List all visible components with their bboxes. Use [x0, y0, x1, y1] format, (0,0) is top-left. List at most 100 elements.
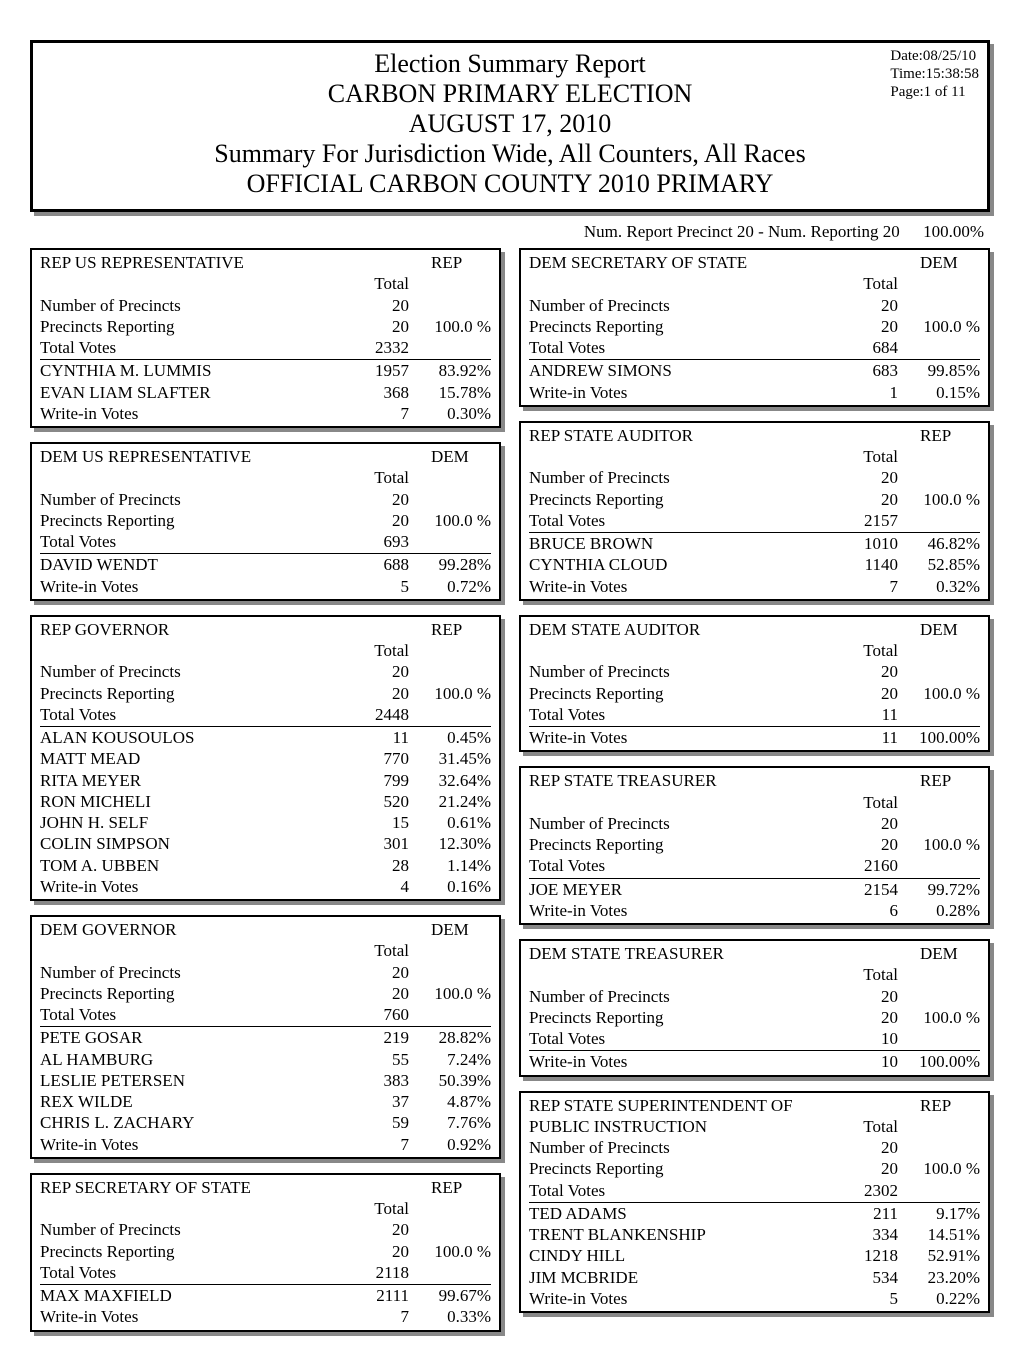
candidate-votes: 28: [339, 855, 409, 876]
candidate-pct: 7.24%: [409, 1049, 491, 1070]
candidate-name: CYNTHIA M. LUMMIS: [40, 360, 339, 381]
stat-label: Number of Precincts: [529, 661, 828, 682]
candidate-pct: 52.91%: [898, 1245, 980, 1266]
race-party: REP: [920, 425, 980, 446]
stat-value: 20: [828, 661, 898, 682]
stat-value: 20: [828, 1007, 898, 1028]
candidate-name: Write-in Votes: [529, 382, 828, 403]
stat-row: Total Votes11: [529, 704, 980, 725]
race-title: REP STATE SUPERINTENDENT OF: [529, 1095, 920, 1116]
stat-row: Number of Precincts20: [40, 1219, 491, 1240]
candidate-pct: 31.45%: [409, 748, 491, 769]
stat-label: Number of Precincts: [529, 1137, 828, 1158]
candidate-votes: 301: [339, 833, 409, 854]
stat-label: Total Votes: [529, 704, 828, 725]
candidate-name: JOHN H. SELF: [40, 812, 339, 833]
stat-value: 20: [828, 489, 898, 510]
title-5: OFFICIAL CARBON COUNTY 2010 PRIMARY: [33, 169, 987, 199]
candidate-votes: 7: [339, 1306, 409, 1327]
candidate-name: EVAN LIAM SLAFTER: [40, 382, 339, 403]
race-title: REP SECRETARY OF STATE: [40, 1177, 431, 1198]
header-meta: Date:08/25/10 Time:15:38:58 Page:1 of 11: [890, 47, 979, 101]
candidate-name: REX WILDE: [40, 1091, 339, 1112]
stat-value: 20: [339, 962, 409, 983]
candidate-row: Write-in Votes11100.00%: [529, 726, 980, 748]
candidate-row: LESLIE PETERSEN38350.39%: [40, 1070, 491, 1091]
candidate-row: TOM A. UBBEN281.14%: [40, 855, 491, 876]
candidate-name: RITA MEYER: [40, 770, 339, 791]
stat-value: 20: [339, 510, 409, 531]
candidate-name: Write-in Votes: [529, 576, 828, 597]
stat-row: Precincts Reporting20100.0 %: [529, 1007, 980, 1028]
candidate-row: MATT MEAD77031.45%: [40, 748, 491, 769]
stat-pct: [898, 813, 980, 834]
candidate-name: COLIN SIMPSON: [40, 833, 339, 854]
total-header: Total: [828, 964, 898, 985]
race-box: DEM SECRETARY OF STATEDEMTotalNumber of …: [519, 248, 990, 407]
candidate-name: Write-in Votes: [40, 403, 339, 424]
stat-value: 2332: [339, 337, 409, 358]
title-4: Summary For Jurisdiction Wide, All Count…: [33, 139, 987, 169]
stat-row: Total Votes2118: [40, 1262, 491, 1283]
stat-label: Number of Precincts: [529, 467, 828, 488]
stat-value: 20: [828, 295, 898, 316]
candidate-row: BRUCE BROWN101046.82%: [529, 532, 980, 554]
stat-label: Precincts Reporting: [529, 834, 828, 855]
candidate-votes: 770: [339, 748, 409, 769]
stat-row: Number of Precincts20: [529, 813, 980, 834]
candidate-name: CINDY HILL: [529, 1245, 828, 1266]
race-title: DEM US REPRESENTATIVE: [40, 446, 431, 467]
stat-pct: 100.0 %: [409, 316, 491, 337]
race-box: REP SECRETARY OF STATEREPTotalNumber of …: [30, 1173, 501, 1332]
candidate-votes: 10: [828, 1051, 898, 1072]
candidate-pct: 9.17%: [898, 1203, 980, 1224]
candidate-name: MAX MAXFIELD: [40, 1285, 339, 1306]
stat-label: Precincts Reporting: [529, 683, 828, 704]
stat-row: Total Votes760: [40, 1004, 491, 1025]
candidate-votes: 11: [828, 727, 898, 748]
candidate-name: DAVID WENDT: [40, 554, 339, 575]
candidate-votes: 1218: [828, 1245, 898, 1266]
candidate-row: Write-in Votes50.72%: [40, 576, 491, 597]
stat-pct: [409, 704, 491, 725]
stat-value: 20: [339, 489, 409, 510]
race-title-2: PUBLIC INSTRUCTION: [529, 1116, 828, 1137]
race-title: DEM GOVERNOR: [40, 919, 431, 940]
stat-value: 10: [828, 1028, 898, 1049]
candidate-row: Write-in Votes10100.00%: [529, 1050, 980, 1072]
stat-label: Number of Precincts: [40, 962, 339, 983]
stat-label: Precincts Reporting: [40, 1241, 339, 1262]
race-box: REP STATE AUDITORREPTotalNumber of Preci…: [519, 421, 990, 601]
stat-value: 2448: [339, 704, 409, 725]
stat-label: Total Votes: [40, 1262, 339, 1283]
stat-row: Total Votes684: [529, 337, 980, 358]
stat-pct: [409, 1262, 491, 1283]
candidate-pct: 0.33%: [409, 1306, 491, 1327]
candidate-votes: 1: [828, 382, 898, 403]
candidate-pct: 0.16%: [409, 876, 491, 897]
stat-value: 20: [339, 661, 409, 682]
race-box: DEM STATE TREASURERDEMTotalNumber of Pre…: [519, 939, 990, 1077]
stat-row: Total Votes2448: [40, 704, 491, 725]
stat-pct: 100.0 %: [898, 489, 980, 510]
candidate-name: PETE GOSAR: [40, 1027, 339, 1048]
stat-row: Number of Precincts20: [529, 295, 980, 316]
stat-value: 2118: [339, 1262, 409, 1283]
candidate-pct: 0.72%: [409, 576, 491, 597]
race-title: DEM STATE TREASURER: [529, 943, 920, 964]
candidate-pct: 0.30%: [409, 403, 491, 424]
candidate-row: PETE GOSAR21928.82%: [40, 1026, 491, 1048]
stat-label: Number of Precincts: [40, 1219, 339, 1240]
candidate-row: TRENT BLANKENSHIP33414.51%: [529, 1224, 980, 1245]
stat-pct: 100.0 %: [898, 316, 980, 337]
candidate-name: RON MICHELI: [40, 791, 339, 812]
stat-row: Precincts Reporting20100.0 %: [529, 489, 980, 510]
candidate-votes: 368: [339, 382, 409, 403]
stat-value: 20: [339, 683, 409, 704]
candidate-pct: 14.51%: [898, 1224, 980, 1245]
stat-value: 20: [828, 834, 898, 855]
total-header: Total: [339, 273, 409, 294]
total-header: Total: [339, 467, 409, 488]
stat-pct: 100.0 %: [898, 1158, 980, 1179]
report-header: Date:08/25/10 Time:15:38:58 Page:1 of 11…: [30, 40, 990, 212]
